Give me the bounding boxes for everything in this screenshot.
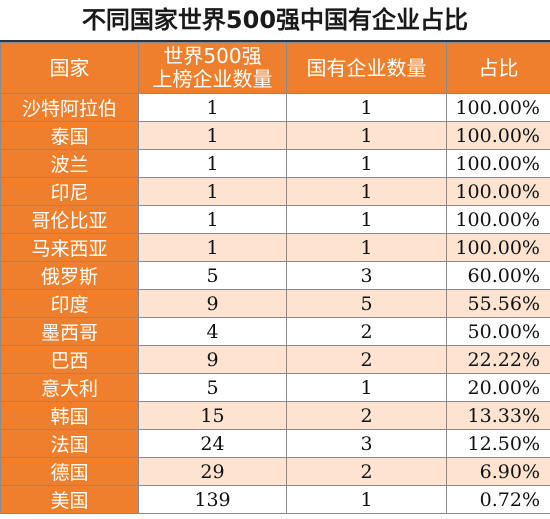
header-country: 国家 <box>0 42 139 94</box>
cell-ratio: 100.00% <box>446 93 550 122</box>
cell-country: 泰国 <box>0 121 139 150</box>
cell-ratio: 50.00% <box>446 317 550 346</box>
cell-top500-count: 1 <box>138 205 287 234</box>
cell-ratio: 6.90% <box>446 457 550 486</box>
cell-country: 马来西亚 <box>0 233 139 262</box>
table-title: 不同国家世界500强中国有企业占比 <box>0 0 550 42</box>
cell-soe-count: 1 <box>286 93 447 122</box>
table-body: 沙特阿拉伯 1 1 100.00% 泰国 1 1 100.00% 波兰 1 1 100.00% 印尼 1 1… <box>0 93 550 514</box>
cell-top500-count: 15 <box>138 401 287 430</box>
table-row: 波兰 1 1 100.00% <box>0 149 550 178</box>
cell-top500-count: 1 <box>138 121 287 150</box>
cell-top500-count: 9 <box>138 345 287 374</box>
cell-top500-count: 1 <box>138 177 287 206</box>
table-row: 俄罗斯 5 3 60.00% <box>0 261 550 290</box>
cell-soe-count: 1 <box>286 121 447 150</box>
cell-country: 意大利 <box>0 373 139 402</box>
table-row: 意大利 5 1 20.00% <box>0 373 550 402</box>
cell-country: 波兰 <box>0 149 139 178</box>
cell-country: 韩国 <box>0 401 139 430</box>
cell-top500-count: 4 <box>138 317 287 346</box>
cell-country: 俄罗斯 <box>0 261 139 290</box>
cell-ratio: 0.72% <box>446 485 550 514</box>
cell-soe-count: 2 <box>286 401 447 430</box>
cell-ratio: 55.56% <box>446 289 550 318</box>
cell-top500-count: 139 <box>138 485 287 514</box>
cell-country: 沙特阿拉伯 <box>0 93 139 122</box>
table-row: 哥伦比亚 1 1 100.00% <box>0 205 550 234</box>
cell-country: 印度 <box>0 289 139 318</box>
cell-country: 墨西哥 <box>0 317 139 346</box>
cell-country: 法国 <box>0 429 139 458</box>
table-row: 泰国 1 1 100.00% <box>0 121 550 150</box>
cell-top500-count: 1 <box>138 149 287 178</box>
table-row: 韩国 15 2 13.33% <box>0 401 550 430</box>
cell-top500-count: 1 <box>138 233 287 262</box>
cell-top500-count: 5 <box>138 373 287 402</box>
cell-ratio: 100.00% <box>446 233 550 262</box>
cell-ratio: 12.50% <box>446 429 550 458</box>
cell-ratio: 100.00% <box>446 149 550 178</box>
table-row: 马来西亚 1 1 100.00% <box>0 233 550 262</box>
cell-top500-count: 24 <box>138 429 287 458</box>
cell-soe-count: 1 <box>286 205 447 234</box>
cell-ratio: 100.00% <box>446 121 550 150</box>
data-table: 国家 世界500强 上榜企业数量 国有企业数量 占比 沙特阿拉伯 1 1 100.00… <box>0 42 550 514</box>
cell-soe-count: 5 <box>286 289 447 318</box>
cell-top500-count: 1 <box>138 93 287 122</box>
cell-country: 印尼 <box>0 177 139 206</box>
table-row: 墨西哥 4 2 50.00% <box>0 317 550 346</box>
table-row: 法国 24 3 12.50% <box>0 429 550 458</box>
cell-ratio: 60.00% <box>446 261 550 290</box>
table-row: 德国 29 2 6.90% <box>0 457 550 486</box>
cell-soe-count: 2 <box>286 457 447 486</box>
cell-soe-count: 1 <box>286 177 447 206</box>
cell-soe-count: 2 <box>286 345 447 374</box>
cell-soe-count: 1 <box>286 233 447 262</box>
table-row: 巴西 9 2 22.22% <box>0 345 550 374</box>
cell-ratio: 22.22% <box>446 345 550 374</box>
cell-country: 美国 <box>0 485 139 514</box>
header-soe-count: 国有企业数量 <box>286 42 447 94</box>
cell-top500-count: 9 <box>138 289 287 318</box>
cell-soe-count: 1 <box>286 373 447 402</box>
cell-soe-count: 3 <box>286 261 447 290</box>
table-row: 美国 139 1 0.72% <box>0 485 550 514</box>
table-row: 印尼 1 1 100.00% <box>0 177 550 206</box>
header-top500-count: 世界500强 上榜企业数量 <box>138 42 287 94</box>
cell-country: 哥伦比亚 <box>0 205 139 234</box>
cell-soe-count: 1 <box>286 485 447 514</box>
cell-ratio: 13.33% <box>446 401 550 430</box>
cell-top500-count: 5 <box>138 261 287 290</box>
cell-top500-count: 29 <box>138 457 287 486</box>
cell-soe-count: 2 <box>286 317 447 346</box>
cell-country: 巴西 <box>0 345 139 374</box>
table-row: 沙特阿拉伯 1 1 100.00% <box>0 93 550 122</box>
cell-ratio: 100.00% <box>446 205 550 234</box>
cell-ratio: 20.00% <box>446 373 550 402</box>
header-top500-line2: 上榜企业数量 <box>152 67 273 91</box>
cell-soe-count: 3 <box>286 429 447 458</box>
cell-ratio: 100.00% <box>446 177 550 206</box>
cell-soe-count: 1 <box>286 149 447 178</box>
table-row: 印度 9 5 55.56% <box>0 289 550 318</box>
header-ratio: 占比 <box>446 42 550 94</box>
header-top500-line1: 世界500强 <box>163 44 262 68</box>
cell-country: 德国 <box>0 457 139 486</box>
header-row: 国家 世界500强 上榜企业数量 国有企业数量 占比 <box>0 42 550 94</box>
